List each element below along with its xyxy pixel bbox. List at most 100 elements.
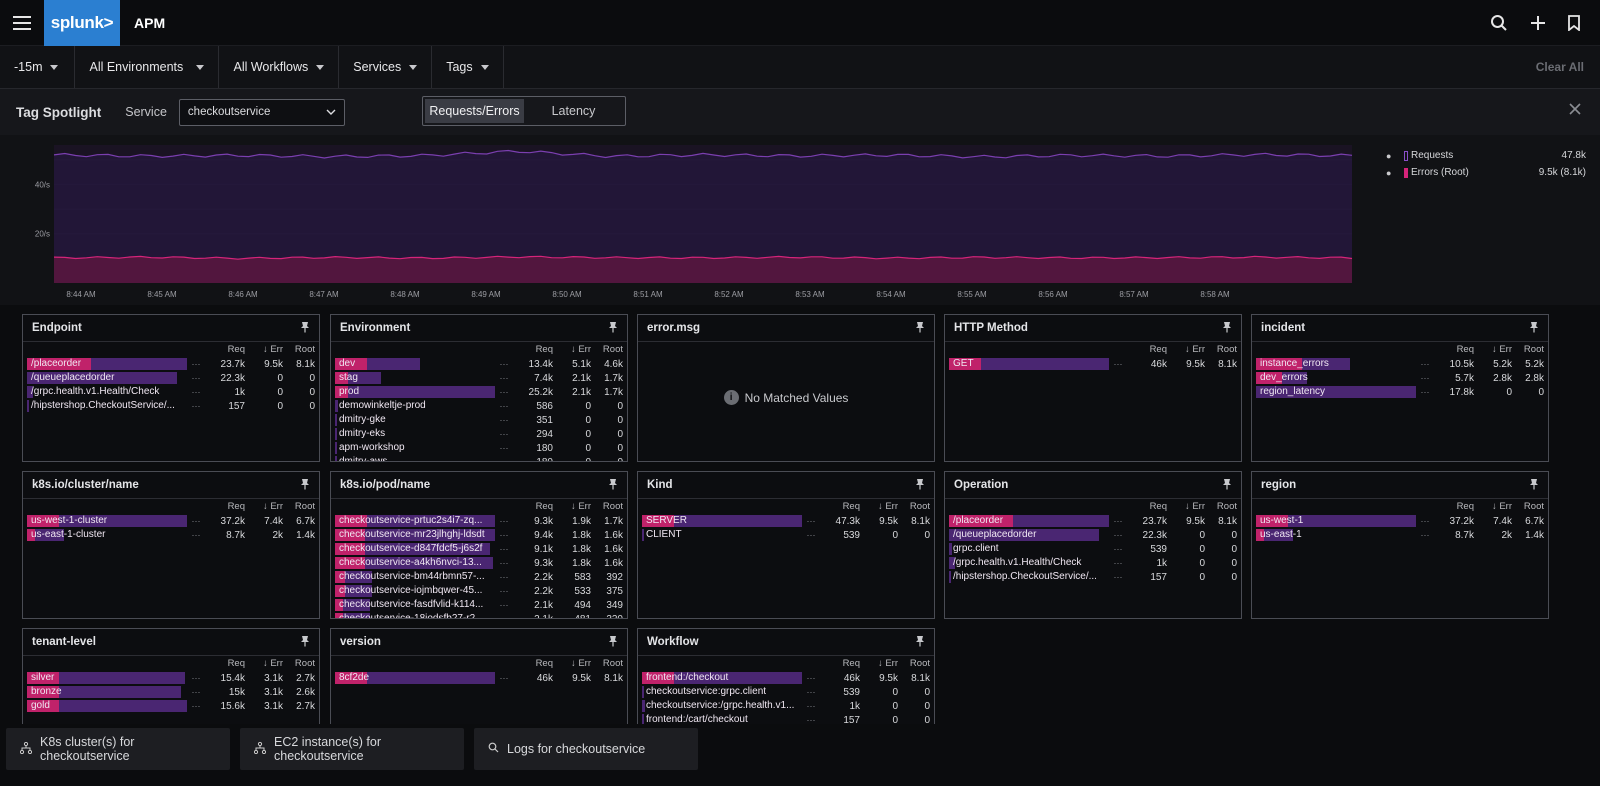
more-icon[interactable]: ···: [499, 457, 509, 462]
list-item[interactable]: dmitry-eks ··· 294 0 0: [331, 427, 627, 441]
row-bar[interactable]: silver: [27, 672, 187, 684]
list-item[interactable]: checkoutservice-prtuc2s4i7-zq... ··· 9.3k 1…: [331, 514, 627, 528]
list-item[interactable]: checkoutservice:/grpc.health.v1... ··· 1k 0…: [638, 699, 934, 713]
more-icon[interactable]: ···: [191, 373, 201, 383]
more-icon[interactable]: ···: [499, 572, 509, 582]
row-bar[interactable]: us-west-1: [1256, 515, 1416, 527]
more-icon[interactable]: ···: [191, 687, 201, 697]
pin-icon[interactable]: [915, 478, 925, 493]
services-dropdown[interactable]: Services: [339, 46, 433, 88]
more-icon[interactable]: ···: [1420, 387, 1430, 397]
list-item[interactable]: silver ··· 15.4k 3.1k 2.7k: [23, 671, 319, 685]
more-icon[interactable]: ···: [191, 516, 201, 526]
list-item[interactable]: /queueplacedorder ··· 22.3k 0 0: [945, 528, 1241, 542]
row-bar[interactable]: checkoutservice-prtuc2s4i7-zq...: [335, 515, 495, 527]
list-item[interactable]: checkoutservice-mr23jlhghj-ldsdt ··· 9.4k 1…: [331, 528, 627, 542]
row-bar[interactable]: /hipstershop.CheckoutService/...: [27, 400, 187, 412]
pin-icon[interactable]: [608, 321, 618, 336]
list-item[interactable]: demowinkeltje-prod ··· 586 0 0: [331, 399, 627, 413]
more-icon[interactable]: ···: [191, 673, 201, 683]
list-item[interactable]: checkoutservice-bm44rbmn57-... ··· 2.2k 583…: [331, 570, 627, 584]
col-root[interactable]: Root: [1523, 344, 1544, 355]
col-err[interactable]: ↓ Err: [262, 344, 283, 355]
more-icon[interactable]: ···: [499, 359, 509, 369]
list-item[interactable]: CLIENT ··· 539 0 0: [638, 528, 934, 542]
more-icon[interactable]: ···: [499, 544, 509, 554]
more-icon[interactable]: ···: [499, 530, 509, 540]
more-icon[interactable]: ···: [1113, 516, 1123, 526]
list-item[interactable]: checkoutservice:grpc.client ··· 539 0 0: [638, 685, 934, 699]
pin-icon[interactable]: [915, 321, 925, 336]
list-item[interactable]: dmitry-aws ··· 180 0 0: [331, 455, 627, 462]
service-select[interactable]: checkoutservice: [178, 98, 345, 126]
row-bar[interactable]: /grpc.health.v1.Health/Check: [27, 386, 187, 398]
more-icon[interactable]: ···: [806, 516, 816, 526]
row-bar[interactable]: dmitry-gke: [335, 414, 495, 426]
more-icon[interactable]: ···: [191, 387, 201, 397]
row-bar[interactable]: instance_errors: [1256, 358, 1416, 370]
more-icon[interactable]: ···: [1113, 544, 1123, 554]
more-icon[interactable]: ···: [499, 558, 509, 568]
list-item[interactable]: prod ··· 25.2k 2.1k 1.7k: [331, 385, 627, 399]
workflow-dropdown[interactable]: All Workflows: [219, 46, 340, 88]
col-req[interactable]: Req: [227, 658, 245, 669]
row-bar[interactable]: gold: [27, 700, 187, 712]
list-item[interactable]: dmitry-gke ··· 351 0 0: [331, 413, 627, 427]
tags-dropdown[interactable]: Tags: [432, 46, 504, 88]
row-bar[interactable]: us-east-1-cluster: [27, 529, 187, 541]
list-item[interactable]: dev_errors ··· 5.7k 2.8k 2.8k: [1252, 371, 1548, 385]
list-item[interactable]: GET ··· 46k 9.5k 8.1k: [945, 357, 1241, 371]
menu-icon[interactable]: [0, 0, 44, 46]
more-icon[interactable]: ···: [191, 359, 201, 369]
more-icon[interactable]: ···: [499, 373, 509, 383]
col-err[interactable]: ↓ Err: [877, 658, 898, 669]
list-item[interactable]: region_latency ··· 17.8k 0 0: [1252, 385, 1548, 399]
list-item[interactable]: /hipstershop.CheckoutService/... ··· 157 0 0: [945, 570, 1241, 584]
col-req[interactable]: Req: [535, 501, 553, 512]
more-icon[interactable]: ···: [1420, 359, 1430, 369]
list-item[interactable]: SERVER ··· 47.3k 9.5k 8.1k: [638, 514, 934, 528]
list-item[interactable]: /hipstershop.CheckoutService/... ··· 157 0 0: [23, 399, 319, 413]
row-bar[interactable]: frontend:/checkout: [642, 672, 802, 684]
list-item[interactable]: /placeorder ··· 23.7k 9.5k 8.1k: [23, 357, 319, 371]
row-bar[interactable]: apm-workshop: [335, 442, 495, 454]
more-icon[interactable]: ···: [499, 443, 509, 453]
tab-latency[interactable]: Latency: [551, 104, 596, 118]
col-root[interactable]: Root: [602, 658, 623, 669]
col-err[interactable]: ↓ Err: [1184, 501, 1205, 512]
more-icon[interactable]: ···: [1420, 530, 1430, 540]
environment-dropdown[interactable]: All Environments: [75, 46, 220, 88]
col-root[interactable]: Root: [1216, 501, 1237, 512]
pin-icon[interactable]: [300, 478, 310, 493]
more-icon[interactable]: ···: [806, 687, 816, 697]
row-bar[interactable]: dev: [335, 358, 495, 370]
col-err[interactable]: ↓ Err: [1491, 501, 1512, 512]
list-item[interactable]: /placeorder ··· 23.7k 9.5k 8.1k: [945, 514, 1241, 528]
list-item[interactable]: /queueplacedorder ··· 22.3k 0 0: [23, 371, 319, 385]
row-bar[interactable]: /hipstershop.CheckoutService/...: [949, 571, 1109, 583]
more-icon[interactable]: ···: [499, 516, 509, 526]
list-item[interactable]: checkoutservice-18iodsfb27-r2... ··· 2.1k 4…: [331, 612, 627, 618]
col-root[interactable]: Root: [1523, 501, 1544, 512]
row-bar[interactable]: checkoutservice-bm44rbmn57-...: [335, 571, 495, 583]
list-item[interactable]: bronze ··· 15k 3.1k 2.6k: [23, 685, 319, 699]
pin-icon[interactable]: [608, 478, 618, 493]
logs-link-button[interactable]: Logs for checkoutservice: [474, 728, 698, 770]
list-item[interactable]: grpc.client ··· 539 0 0: [945, 542, 1241, 556]
row-bar[interactable]: demowinkeltje-prod: [335, 400, 495, 412]
more-icon[interactable]: ···: [499, 673, 509, 683]
col-root[interactable]: Root: [294, 344, 315, 355]
clear-all-button[interactable]: Clear All: [1535, 60, 1584, 74]
col-err[interactable]: ↓ Err: [570, 658, 591, 669]
row-bar[interactable]: frontend:/cart/checkout: [642, 714, 802, 726]
list-item[interactable]: 8cf2de ··· 46k 9.5k 8.1k: [331, 671, 627, 685]
row-bar[interactable]: checkoutservice:/grpc.health.v1...: [642, 700, 802, 712]
row-bar[interactable]: us-east-1: [1256, 529, 1416, 541]
more-icon[interactable]: ···: [499, 387, 509, 397]
legend-item-errors[interactable]: ● Errors (Root) 9.5k (8.1k): [1386, 164, 1586, 181]
row-bar[interactable]: /placeorder: [27, 358, 187, 370]
more-icon[interactable]: ···: [1113, 572, 1123, 582]
ec2-link-button[interactable]: EC2 instance(s) for checkoutservice: [240, 728, 464, 770]
col-root[interactable]: Root: [602, 344, 623, 355]
row-bar[interactable]: checkoutservice-iojmbqwer-45...: [335, 585, 495, 597]
